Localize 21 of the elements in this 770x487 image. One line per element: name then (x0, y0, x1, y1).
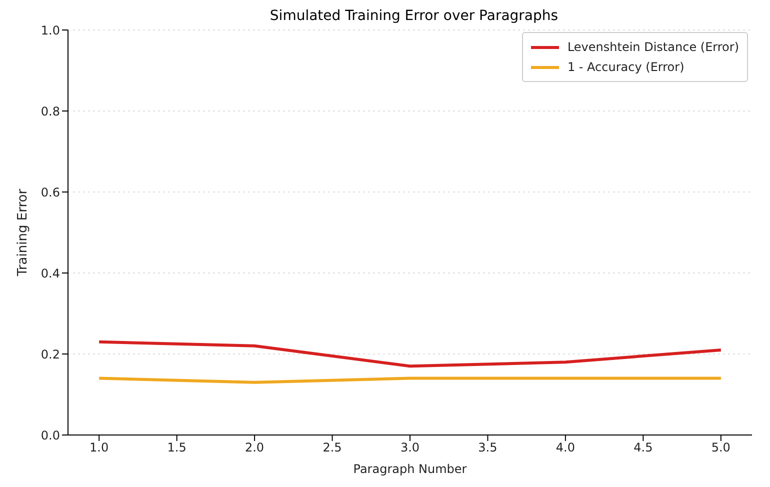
y-tick-label: 0.8 (40, 104, 60, 118)
x-tick-label: 4.0 (556, 440, 575, 455)
x-axis-title: Paragraph Number (353, 462, 467, 476)
x-tick-label: 3.5 (478, 440, 498, 455)
line-series (98, 340, 722, 368)
y-tick-label: 0.2 (40, 347, 60, 362)
y-axis-title: Training Error (16, 188, 31, 278)
x-tick-label: 3.0 (400, 440, 420, 455)
x-tick-label: 4.5 (634, 440, 653, 455)
chart-title: Simulated Training Error over Paragraphs (268, 8, 560, 24)
y-tick-label: 1.0 (40, 23, 60, 38)
x-tick-label: 1.0 (90, 440, 109, 455)
y-tick-label: 0.4 (40, 266, 60, 280)
legend-label: Levenshtein Distance (Error) (567, 39, 739, 56)
x-tick-label: 5.0 (711, 440, 730, 455)
y-tick-label: 0.6 (40, 185, 60, 200)
x-tick-label: 2.5 (322, 440, 342, 455)
x-tick-label: 1.5 (167, 440, 186, 455)
y-tick-label: 0.0 (40, 428, 60, 442)
x-tick-label: 2.0 (245, 440, 264, 455)
legend-label: 1 - Accuracy (Error) (567, 59, 684, 76)
